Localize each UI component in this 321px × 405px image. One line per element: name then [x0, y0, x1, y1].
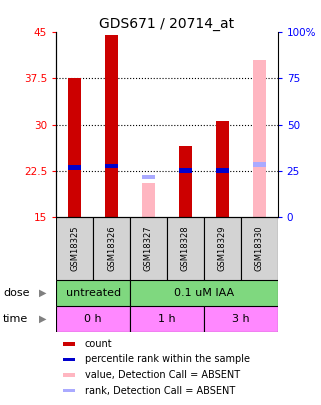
Bar [204, 306, 278, 332]
Bar [130, 306, 204, 332]
Bar [105, 36, 118, 217]
Text: count: count [85, 339, 113, 349]
Bar [179, 168, 192, 173]
Text: percentile rank within the sample: percentile rank within the sample [85, 354, 250, 364]
Text: ▶: ▶ [39, 314, 46, 324]
Bar [241, 217, 278, 280]
Text: 1 h: 1 h [158, 314, 176, 324]
Bar [56, 306, 130, 332]
Bar [63, 342, 75, 346]
Text: dose: dose [3, 288, 30, 298]
Text: 3 h: 3 h [232, 314, 249, 324]
Bar [216, 168, 229, 173]
Bar [63, 373, 75, 377]
Bar [204, 217, 241, 280]
Bar [167, 217, 204, 280]
Bar [56, 217, 93, 280]
Text: GSM18327: GSM18327 [144, 226, 153, 271]
Bar [63, 389, 75, 392]
Bar [253, 60, 266, 217]
Text: GSM18330: GSM18330 [255, 226, 264, 271]
Text: 0 h: 0 h [84, 314, 102, 324]
Bar [130, 217, 167, 280]
Text: rank, Detection Call = ABSENT: rank, Detection Call = ABSENT [85, 386, 235, 396]
Text: GSM18328: GSM18328 [181, 226, 190, 271]
Text: GSM18326: GSM18326 [107, 226, 116, 271]
Text: value, Detection Call = ABSENT: value, Detection Call = ABSENT [85, 370, 240, 380]
Title: GDS671 / 20714_at: GDS671 / 20714_at [100, 17, 234, 31]
Text: untreated: untreated [65, 288, 121, 298]
Bar [63, 358, 75, 361]
Text: time: time [3, 314, 29, 324]
Bar [105, 164, 118, 168]
Bar [142, 175, 155, 179]
Bar [68, 79, 81, 217]
Text: GSM18325: GSM18325 [70, 226, 79, 271]
Text: GSM18329: GSM18329 [218, 226, 227, 271]
Bar [142, 183, 155, 217]
Bar [179, 146, 192, 217]
Bar [130, 280, 278, 306]
Bar [56, 280, 130, 306]
Bar [68, 165, 81, 170]
Bar [93, 217, 130, 280]
Bar [253, 162, 266, 166]
Text: ▶: ▶ [39, 288, 46, 298]
Bar [216, 122, 229, 217]
Text: 0.1 uM IAA: 0.1 uM IAA [174, 288, 234, 298]
